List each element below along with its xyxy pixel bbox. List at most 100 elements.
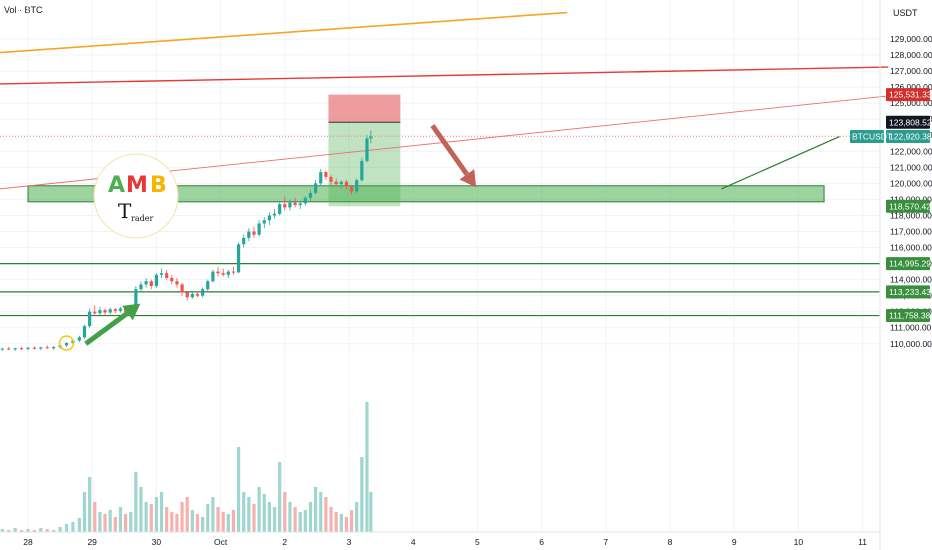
candle: [103, 310, 107, 313]
volume-bar: [360, 457, 364, 532]
bullish-arrow-head: [122, 303, 141, 321]
volume-bar: [108, 510, 112, 532]
bearish-arrow-head: [459, 169, 477, 188]
volume-bar: [129, 512, 133, 532]
volume-bar: [206, 504, 210, 532]
price-badge: [886, 88, 930, 102]
candle: [64, 342, 69, 346]
y-tick-label: 128,000.00: [890, 50, 932, 60]
y-tick-label: 121,000.00: [890, 162, 932, 172]
volume-bar: [298, 512, 302, 532]
candle: [247, 231, 251, 238]
x-tick-label: 6: [539, 537, 544, 547]
take-profit-zone: [328, 122, 401, 207]
candle: [165, 273, 169, 278]
candle: [149, 281, 153, 287]
candle: [226, 271, 230, 275]
candle: [144, 281, 148, 285]
candle: [93, 311, 97, 314]
price-badge-value: 113,233.43: [889, 287, 931, 297]
indicator-label: Vol · BTC: [4, 5, 43, 15]
candle: [236, 244, 241, 273]
stop-loss-zone: [328, 94, 401, 123]
price-badge: [886, 199, 930, 213]
candle: [159, 273, 164, 275]
volume-bar: [252, 504, 256, 532]
volume-bar: [88, 477, 92, 532]
candle: [139, 284, 143, 290]
chart-grid: [0, 0, 880, 532]
candle: [26, 347, 30, 349]
candle: [262, 220, 266, 224]
volume-bar: [93, 502, 97, 532]
candle: [45, 347, 49, 349]
candle: [211, 271, 215, 282]
trend-line: [0, 11, 568, 54]
volume-bar: [154, 497, 158, 532]
y-tick-label: 117,000.00: [890, 226, 932, 236]
zones: [27, 94, 825, 207]
volume-bar: [262, 494, 266, 532]
candle: [369, 136, 373, 139]
svg-text:T: T: [118, 199, 132, 223]
volume-bar: [98, 512, 102, 532]
price-badge: [886, 309, 930, 323]
volume-bar: [369, 492, 373, 532]
y-tick-label: 116,000.00: [890, 243, 932, 253]
candle: [293, 202, 297, 206]
svg-text:rader: rader: [131, 214, 153, 223]
candle: [324, 172, 328, 177]
bitcoin-icon: B: [150, 173, 167, 198]
candle: [39, 347, 43, 349]
volume-bar: [71, 522, 75, 532]
candle: [118, 308, 123, 311]
currency-label: USDT: [893, 8, 918, 18]
volume-bar: [0, 529, 4, 532]
candle: [319, 172, 323, 184]
candle: [355, 180, 359, 192]
volume-bar: [216, 507, 220, 532]
volume-bar: [180, 502, 184, 532]
candle: [19, 348, 24, 350]
candle: [77, 337, 81, 341]
volume-bar: [195, 514, 200, 532]
candle: [113, 309, 117, 311]
y-tick-label: 126,000.00: [890, 82, 932, 92]
candle: [278, 204, 282, 214]
x-tick-label: Oct: [214, 537, 228, 547]
projection-line: [721, 135, 840, 190]
x-tick-label: 28: [23, 537, 33, 547]
x-tick-label: 4: [411, 537, 416, 547]
volume-bar: [293, 507, 297, 532]
price-badge: [886, 115, 930, 129]
volume-bar: [211, 497, 215, 532]
volume-bar: [339, 514, 343, 532]
volume-bar: [314, 487, 318, 532]
x-tick-label: 30: [152, 537, 162, 547]
price-badge-value: 118,570.42: [889, 201, 931, 211]
price-axis[interactable]: 110,000.00111,000.00112,000.00113,000.00…: [879, 0, 932, 550]
volume-bar: [159, 492, 164, 532]
symbol-badge: [850, 130, 884, 144]
trend-line: [0, 66, 889, 85]
annotations: [58, 124, 477, 351]
volume-bar: [365, 402, 369, 532]
svg-text:A: A: [108, 173, 125, 198]
candle: [190, 294, 194, 298]
x-tick-label: 9: [732, 537, 737, 547]
candle: [349, 186, 354, 192]
time-axis[interactable]: 28 29 30 Oct 2 3 4 5 6 7 8 9 10 11: [0, 531, 880, 547]
volume-bar: [283, 492, 287, 532]
candle: [334, 181, 338, 185]
volume-bar: [26, 529, 30, 532]
x-tick-label: 7: [603, 537, 608, 547]
y-tick-label: 111,000.00: [890, 323, 932, 333]
volume-bars: [0, 402, 373, 532]
bullish-arrow-shaft: [84, 311, 129, 346]
candle: [195, 294, 200, 296]
candle: [339, 181, 343, 185]
volume-bar: [272, 507, 277, 532]
candle: [82, 326, 87, 338]
volume-bar: [118, 507, 123, 532]
